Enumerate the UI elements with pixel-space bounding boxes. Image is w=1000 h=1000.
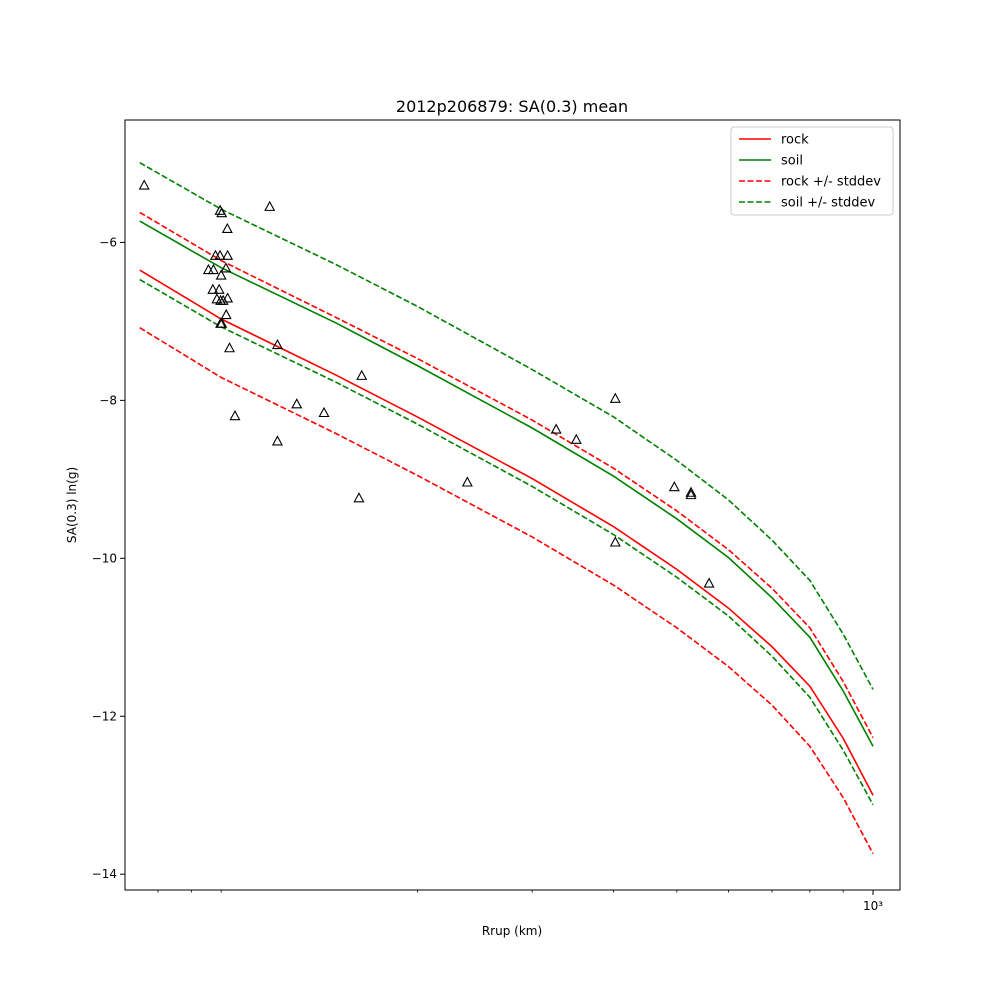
observation-point — [609, 536, 621, 547]
observation-point — [356, 369, 368, 380]
x-axis-label: Rrup (km) — [482, 924, 542, 938]
observation-point — [264, 200, 276, 211]
y-tick-label: −12 — [92, 709, 117, 723]
series-layer — [139, 161, 874, 855]
series-line-5 — [139, 278, 874, 806]
observation-point — [222, 249, 234, 260]
chart-title: 2012p206879: SA(0.3) mean — [396, 97, 628, 116]
observation-point — [229, 409, 241, 421]
observation-point — [685, 486, 697, 497]
series-line-0 — [139, 269, 874, 796]
legend-label: soil — [781, 154, 803, 169]
observation-point — [271, 435, 283, 446]
observation-point — [138, 179, 150, 190]
x-tick-label: 10³ — [863, 899, 883, 913]
legend-label: rock +/- stddev — [781, 175, 881, 190]
y-tick-label: −10 — [92, 551, 117, 565]
observation-point — [609, 392, 621, 403]
observation-point — [213, 283, 225, 294]
legend-label: soil +/- stddev — [781, 196, 876, 211]
series-line-3 — [139, 327, 874, 855]
observation-point — [271, 338, 283, 350]
observation-point — [224, 342, 236, 353]
plot-frame — [124, 119, 901, 891]
observation-point — [216, 207, 228, 218]
y-tick-label: −6 — [99, 235, 117, 249]
observation-point — [221, 222, 233, 234]
axis-layer: −6 −8 −10 −12 −14 10³ — [92, 235, 884, 913]
observation-point — [570, 433, 582, 444]
series-line-1 — [139, 220, 874, 747]
observation-point — [668, 481, 680, 492]
y-axis-label: SA(0.3) ln(g) — [65, 467, 79, 543]
observation-point — [291, 398, 303, 409]
series-line-2 — [139, 211, 874, 738]
observation-point — [318, 406, 330, 418]
observation-point — [217, 294, 229, 305]
observation-point — [214, 249, 226, 260]
observation-markers — [138, 179, 715, 588]
observation-point — [685, 488, 697, 500]
observation-point — [207, 283, 219, 294]
observation-point — [222, 292, 234, 303]
observation-point — [215, 317, 227, 328]
legend-frame — [730, 126, 894, 216]
y-tick-label: −14 — [92, 867, 117, 881]
observation-point — [461, 476, 473, 487]
observation-point — [703, 577, 715, 588]
series-line-4 — [139, 161, 874, 690]
observation-point — [550, 423, 562, 434]
observation-point — [220, 308, 232, 320]
legend: rock soil rock +/- stddev soil +/- stddev — [730, 126, 894, 216]
observation-point — [220, 262, 232, 273]
observation-point — [353, 492, 365, 503]
y-tick-label: −8 — [99, 393, 117, 407]
plot-area — [125, 120, 900, 890]
observation-point — [202, 263, 214, 275]
legend-label: rock — [781, 133, 809, 148]
observation-point — [215, 269, 227, 280]
